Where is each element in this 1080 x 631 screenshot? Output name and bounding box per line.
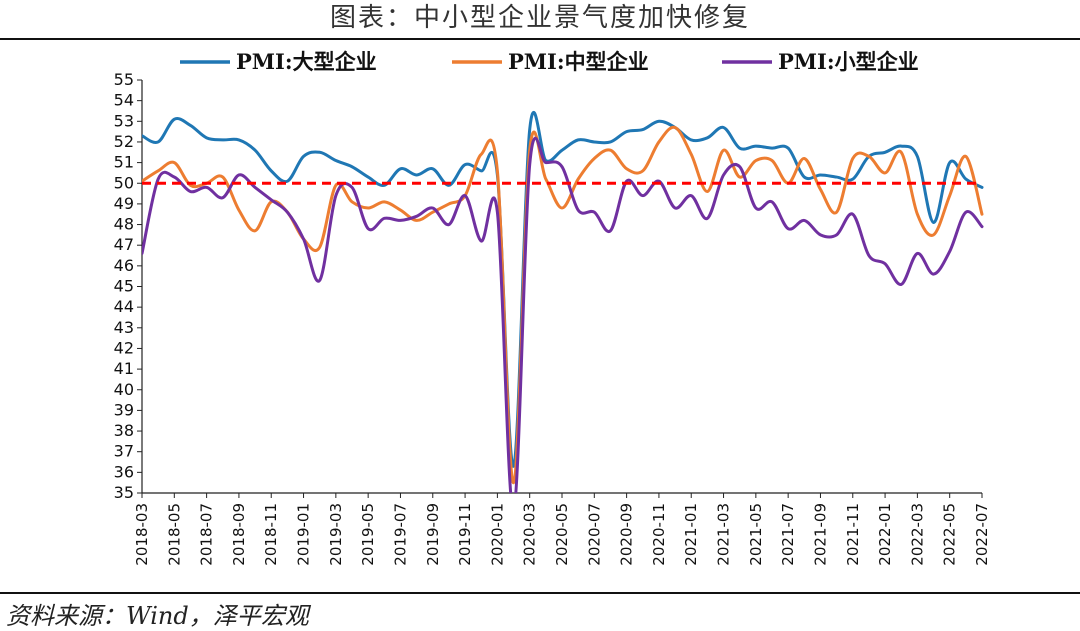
x-tick-label: 2019-05 <box>359 503 377 566</box>
title-divider <box>0 38 1080 40</box>
y-tick-label: 52 <box>114 132 134 151</box>
y-tick-label: 37 <box>114 442 134 461</box>
x-tick-label: 2022-05 <box>941 503 959 566</box>
legend-label-small-enterprise: PMI:小型企业 <box>778 49 919 74</box>
x-tick-label: 2020-07 <box>585 503 603 566</box>
series-line-medium-enterprise <box>142 125 984 485</box>
x-tick-label: 2018-07 <box>198 503 216 566</box>
x-axis: 2018-03 2018-05 2018-07 2018-09 2018-11 2019-… <box>133 492 991 566</box>
y-tick-label: 43 <box>114 318 134 337</box>
y-tick-label: 49 <box>114 194 134 213</box>
legend: PMI:大型企业 PMI:中型企业 PMI:小型企业 <box>180 49 919 74</box>
x-tick-label: 2018-05 <box>165 503 183 566</box>
y-tick-label: 42 <box>114 338 134 357</box>
x-tick-label: 2021-03 <box>715 503 733 566</box>
x-tick-label: 2019-09 <box>424 503 442 566</box>
y-tick-label: 36 <box>114 462 134 481</box>
x-tick-label: 2021-07 <box>779 503 797 566</box>
x-tick-label: 2019-07 <box>391 503 409 566</box>
legend-label-large-enterprise: PMI:大型企业 <box>236 49 377 74</box>
y-tick-label: 53 <box>114 111 134 130</box>
series-layer <box>142 110 984 493</box>
x-tick-label: 2022-01 <box>876 503 894 566</box>
x-tick-label: 2019-11 <box>456 503 474 566</box>
y-tick-label: 50 <box>114 173 134 192</box>
source-divider <box>0 592 1080 594</box>
x-tick-label: 2021-09 <box>811 503 829 566</box>
series-line-large-enterprise <box>142 110 984 468</box>
x-tick-label: 2020-11 <box>650 503 668 566</box>
source-note: 资料来源：Wind，泽平宏观 <box>6 602 309 630</box>
x-tick-label: 2019-03 <box>327 503 345 566</box>
x-tick-label: 2021-01 <box>682 503 700 566</box>
y-tick-label: 51 <box>114 153 134 172</box>
legend-label-medium-enterprise: PMI:中型企业 <box>508 49 649 74</box>
chart-title: 图表：中小型企业景气度加快修复 <box>329 3 750 33</box>
x-tick-label: 2021-05 <box>747 503 765 566</box>
x-tick-label: 2018-11 <box>262 503 280 566</box>
y-tick-label: 41 <box>114 359 134 378</box>
y-tick-label: 35 <box>114 483 134 502</box>
x-tick-label: 2020-03 <box>521 503 539 566</box>
x-tick-label: 2018-03 <box>133 503 151 566</box>
y-tick-label: 46 <box>114 256 134 275</box>
y-tick-label: 55 <box>114 70 134 89</box>
x-tick-label: 2022-03 <box>908 503 926 566</box>
x-tick-label: 2020-05 <box>553 503 571 566</box>
y-tick-label: 48 <box>114 215 134 234</box>
y-tick-label: 44 <box>114 297 134 316</box>
y-tick-label: 40 <box>114 380 134 399</box>
y-tick-label: 39 <box>114 400 134 419</box>
y-tick-label: 45 <box>114 277 134 296</box>
y-tick-label: 47 <box>114 235 134 254</box>
x-tick-label: 2021-11 <box>844 503 862 566</box>
x-tick-label: 2019-01 <box>295 503 313 566</box>
x-tick-label: 2020-09 <box>618 503 636 566</box>
series-line-small-enterprise <box>142 136 984 493</box>
y-tick-label: 54 <box>114 91 134 110</box>
x-tick-label: 2022-07 <box>973 503 991 566</box>
y-tick-label: 38 <box>114 421 134 440</box>
x-tick-label: 2018-09 <box>230 503 248 566</box>
x-tick-label: 2020-01 <box>488 503 506 566</box>
